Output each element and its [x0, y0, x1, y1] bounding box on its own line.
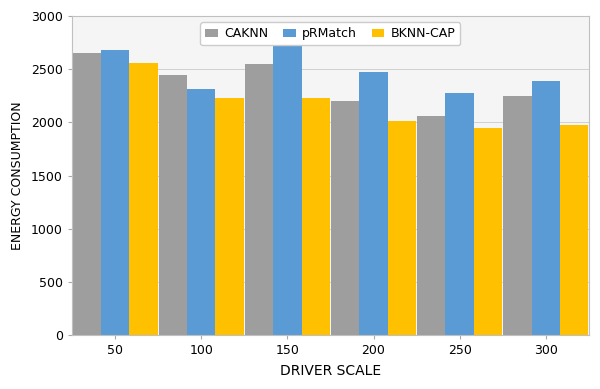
Bar	[331, 101, 359, 335]
Bar	[388, 121, 416, 335]
Bar	[101, 50, 129, 335]
Bar	[417, 116, 445, 335]
Bar	[503, 96, 532, 335]
Bar	[474, 128, 502, 335]
Bar	[215, 98, 244, 335]
Bar	[560, 125, 589, 335]
X-axis label: DRIVER SCALE: DRIVER SCALE	[280, 364, 381, 378]
Bar	[359, 72, 388, 335]
Bar	[302, 98, 330, 335]
Bar	[73, 53, 101, 335]
Y-axis label: ENERGY CONSUMPTION: ENERGY CONSUMPTION	[11, 101, 24, 250]
Bar	[187, 89, 215, 335]
Bar	[273, 37, 302, 335]
Bar	[532, 81, 560, 335]
Bar	[158, 75, 187, 335]
Bar	[445, 93, 474, 335]
Legend: CAKNN, pRMatch, BKNN-CAP: CAKNN, pRMatch, BKNN-CAP	[200, 22, 460, 46]
Bar	[129, 63, 158, 335]
Bar	[245, 64, 273, 335]
